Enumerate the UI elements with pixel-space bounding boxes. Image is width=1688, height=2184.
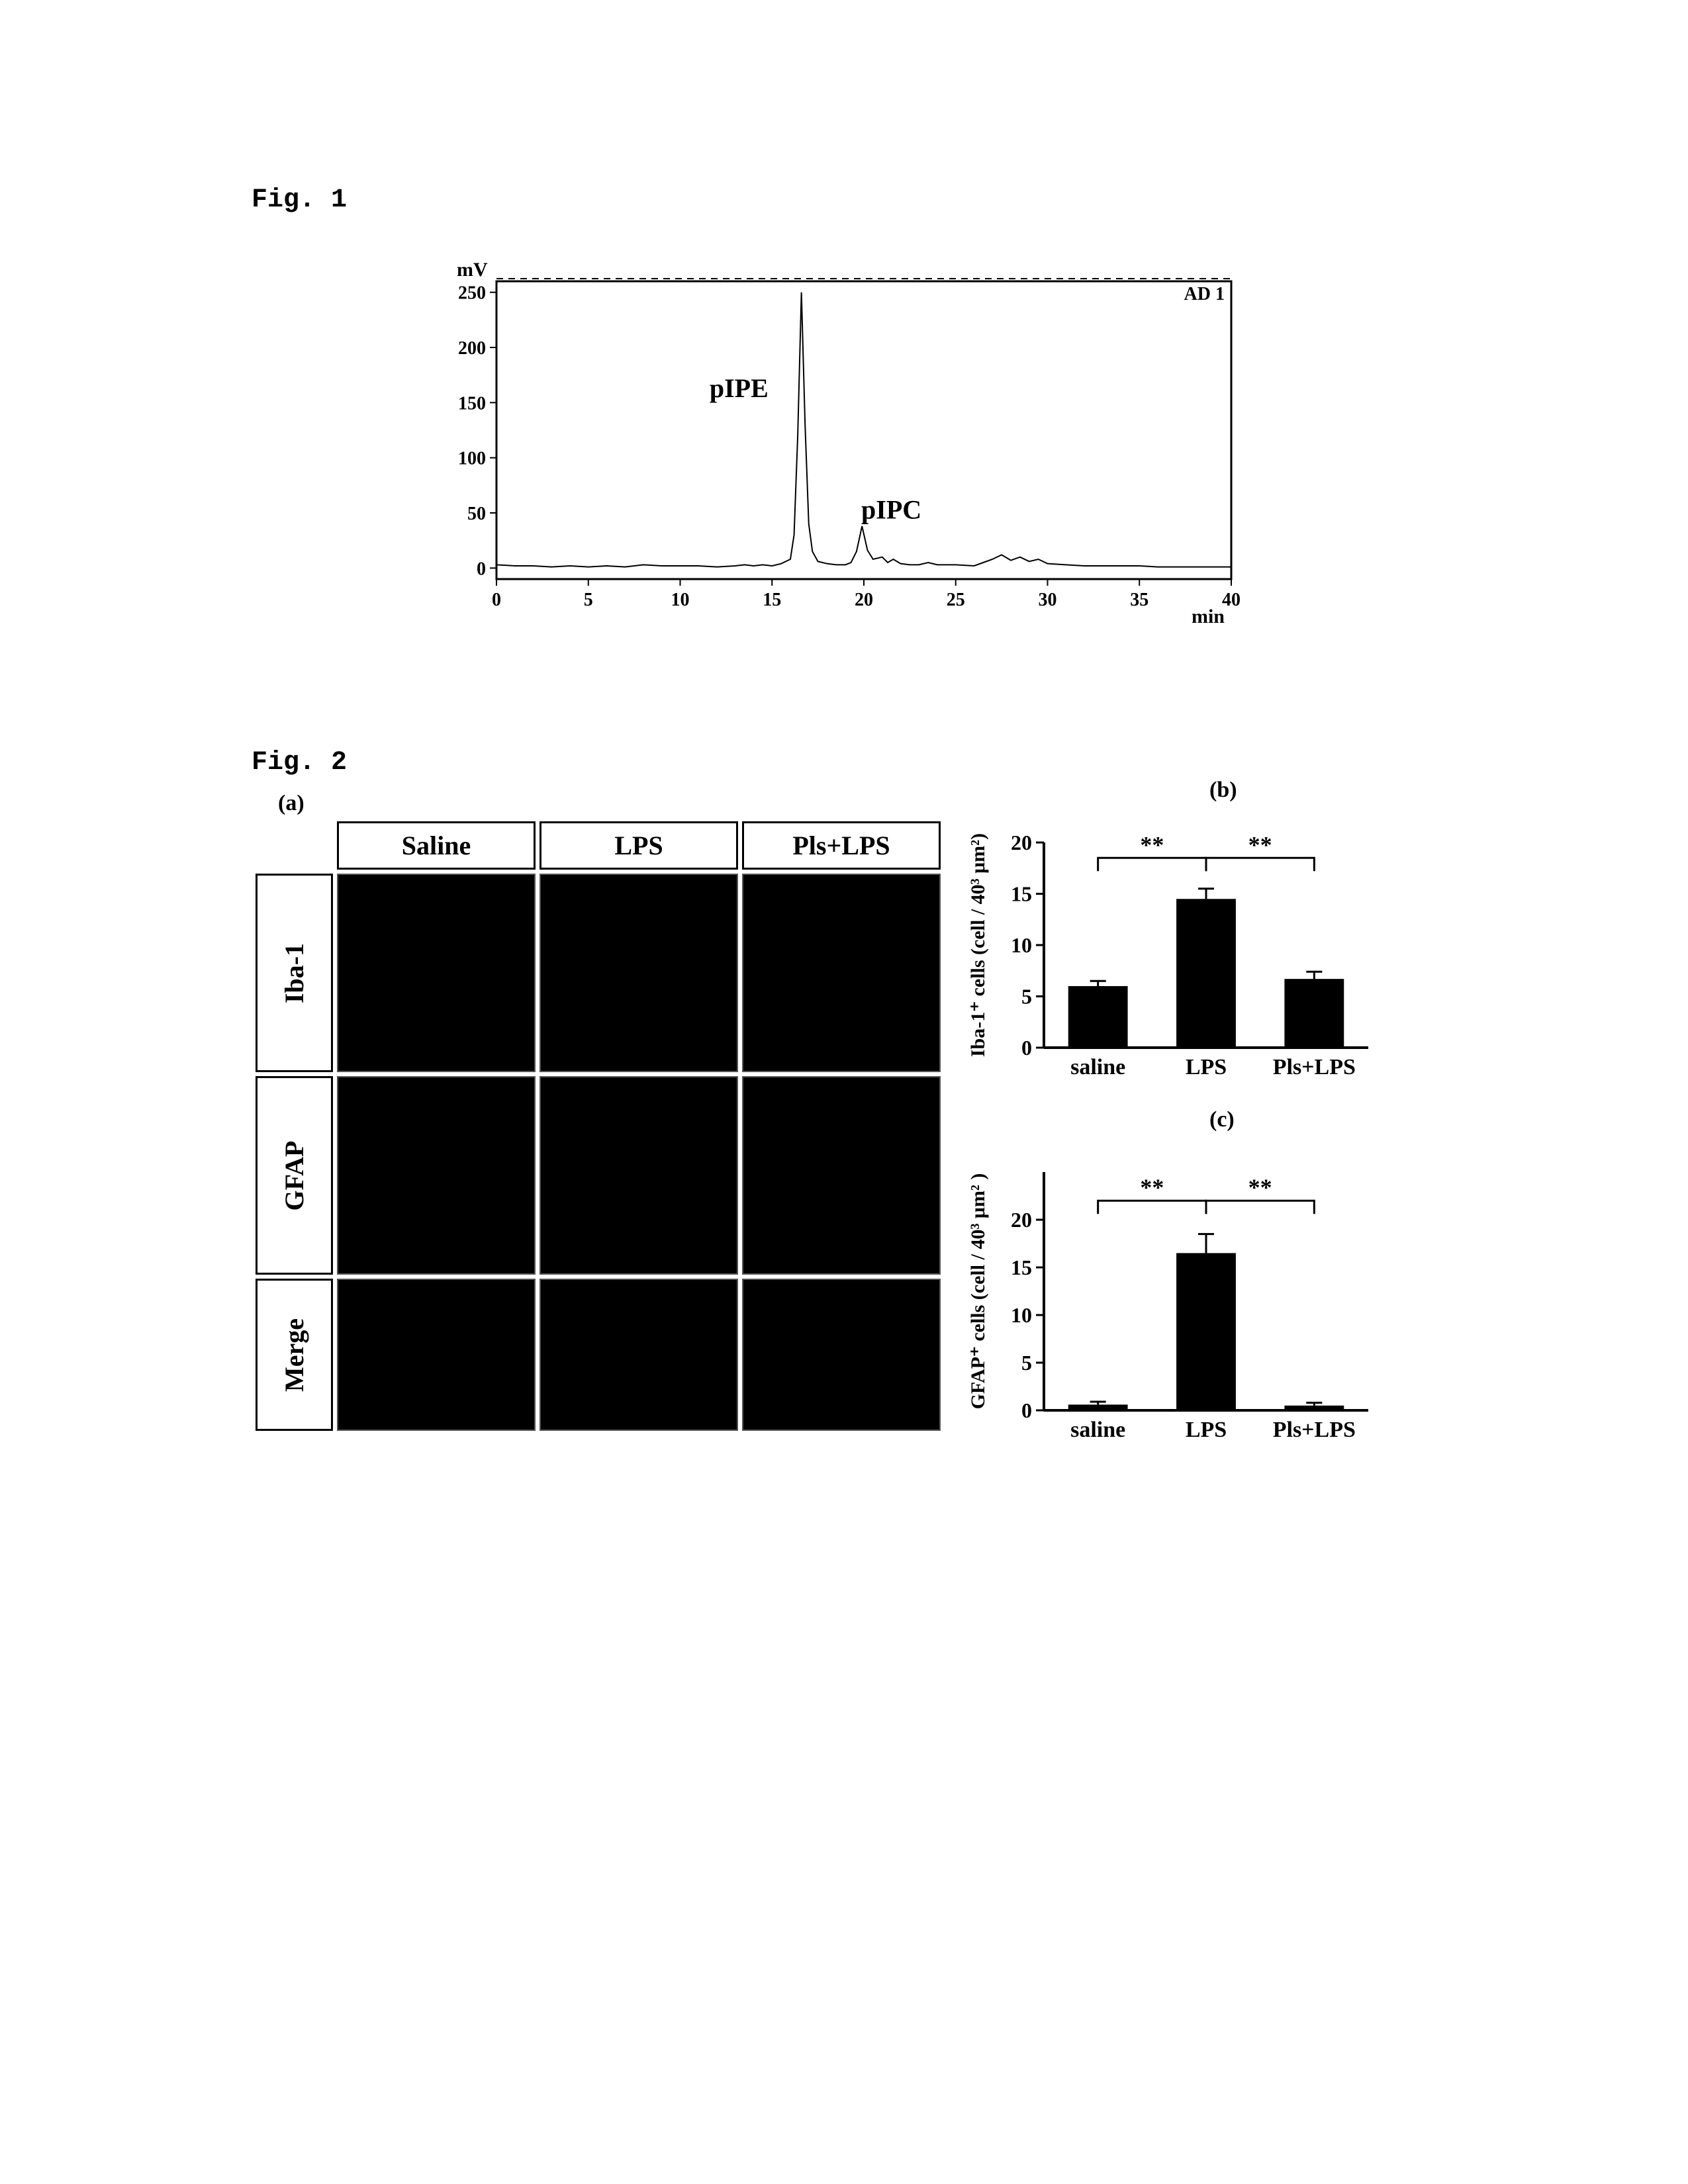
svg-text:10: 10 xyxy=(1011,933,1032,957)
svg-text:5: 5 xyxy=(1021,1351,1032,1375)
micrograph-cell xyxy=(742,1076,941,1275)
panel-a-col-header: Pls+LPS xyxy=(742,821,941,870)
panel-c-label: (c) xyxy=(1209,1107,1382,1132)
svg-text:0: 0 xyxy=(1021,1036,1032,1060)
svg-text:250: 250 xyxy=(458,283,486,304)
micrograph-cell xyxy=(742,1279,941,1431)
svg-text:25: 25 xyxy=(947,590,965,610)
svg-text:5: 5 xyxy=(584,590,593,610)
panel-a-row-header: Iba-1 xyxy=(256,874,333,1072)
svg-text:Pls+LPS: Pls+LPS xyxy=(1273,1418,1356,1442)
panel-b-label: (b) xyxy=(1209,778,1382,803)
svg-text:5: 5 xyxy=(1021,985,1032,1009)
svg-text:LPS: LPS xyxy=(1186,1055,1227,1079)
svg-text:min: min xyxy=(1192,606,1225,625)
svg-text:35: 35 xyxy=(1130,590,1149,610)
panel-a-row-header: GFAP xyxy=(256,1076,333,1275)
svg-text:10: 10 xyxy=(671,590,690,610)
svg-text:GFAP⁺ cells (cell / 40³ μm² ): GFAP⁺ cells (cell / 40³ μm² ) xyxy=(967,1173,989,1410)
svg-text:15: 15 xyxy=(1011,1255,1032,1279)
figure-1-chart: 0 50 100 150 200 250 0 5 10 15 20 25 30 35 40 mV min AD 1… xyxy=(424,255,1489,629)
svg-text:30: 30 xyxy=(1039,590,1057,610)
micrograph-cell xyxy=(337,1076,536,1275)
svg-text:pIPC: pIPC xyxy=(861,494,921,524)
svg-text:0: 0 xyxy=(477,559,486,579)
micrograph-cell xyxy=(539,874,738,1072)
svg-text:Iba-1⁺ cells (cell / 40³ μm²): Iba-1⁺ cells (cell / 40³ μm²) xyxy=(967,833,989,1057)
panel-a-label: (a) xyxy=(278,791,305,816)
figure-2-panel-c: (c) 0 5 10 15 20 GFAP⁺ cells (cell / 40³ μm² … xyxy=(958,1107,1382,1450)
panel-a-row-header: Merge xyxy=(256,1279,333,1431)
micrograph-cell xyxy=(539,1076,738,1275)
svg-text:saline: saline xyxy=(1070,1418,1125,1442)
svg-text:pIPE: pIPE xyxy=(710,373,769,403)
svg-text:**: ** xyxy=(1140,1174,1164,1201)
micrograph-cell xyxy=(337,1279,536,1431)
svg-text:0: 0 xyxy=(1021,1398,1032,1422)
svg-text:0: 0 xyxy=(492,590,501,610)
figure-2-panel-b: (b) 0 5 10 15 20 Iba-1⁺ cells (cell / 40³ μm²… xyxy=(958,778,1382,1087)
svg-text:20: 20 xyxy=(1011,831,1032,854)
svg-text:**: ** xyxy=(1248,1174,1272,1201)
figure-2-panel-a: (a) SalineLPSPls+LPSIba-1GFAPMerge xyxy=(252,817,945,1435)
svg-text:**: ** xyxy=(1140,831,1164,858)
svg-text:10: 10 xyxy=(1011,1303,1032,1327)
svg-text:saline: saline xyxy=(1070,1055,1125,1079)
svg-text:Pls+LPS: Pls+LPS xyxy=(1273,1055,1356,1079)
svg-text:15: 15 xyxy=(763,590,781,610)
micrograph-cell xyxy=(539,1279,738,1431)
panel-a-col-header: LPS xyxy=(539,821,738,870)
micrograph-cell xyxy=(337,874,536,1072)
svg-text:100: 100 xyxy=(458,449,486,469)
micrograph-cell xyxy=(742,874,941,1072)
svg-text:**: ** xyxy=(1248,831,1272,858)
svg-text:200: 200 xyxy=(458,338,486,359)
svg-text:LPS: LPS xyxy=(1186,1418,1227,1442)
figure-1-label: Fig. 1 xyxy=(252,185,1489,215)
svg-text:40: 40 xyxy=(1222,590,1241,610)
figure-2-label: Fig. 2 xyxy=(252,748,1489,778)
svg-text:15: 15 xyxy=(1011,882,1032,906)
svg-text:50: 50 xyxy=(467,504,486,524)
svg-text:mV: mV xyxy=(457,259,488,281)
svg-text:AD 1: AD 1 xyxy=(1184,284,1225,304)
svg-text:20: 20 xyxy=(1011,1208,1032,1232)
panel-a-col-header: Saline xyxy=(337,821,536,870)
svg-text:150: 150 xyxy=(458,393,486,414)
svg-text:20: 20 xyxy=(855,590,873,610)
